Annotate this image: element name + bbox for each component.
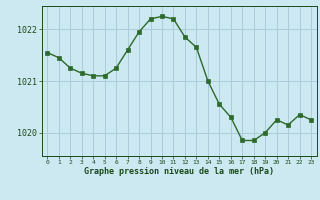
X-axis label: Graphe pression niveau de la mer (hPa): Graphe pression niveau de la mer (hPa) (84, 167, 274, 176)
